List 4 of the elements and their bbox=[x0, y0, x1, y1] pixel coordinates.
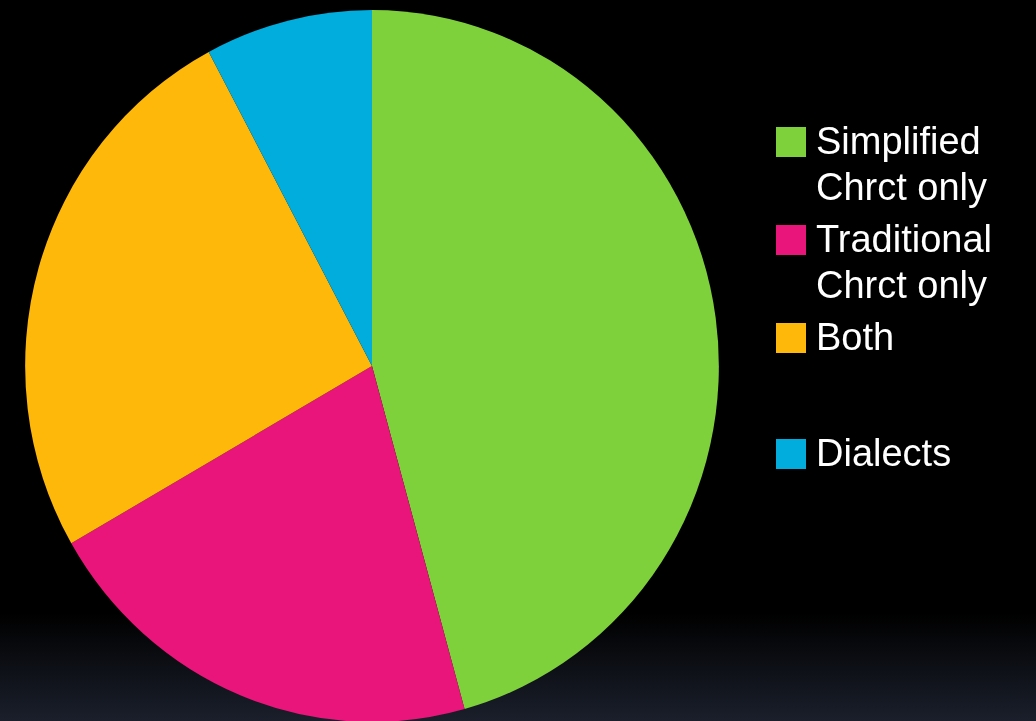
legend-label: Traditional Chrct only bbox=[816, 217, 993, 308]
legend-label: Both bbox=[816, 315, 896, 360]
legend-label: Dialects bbox=[816, 431, 953, 476]
legend-label: Simplified Chrct only bbox=[816, 119, 989, 210]
